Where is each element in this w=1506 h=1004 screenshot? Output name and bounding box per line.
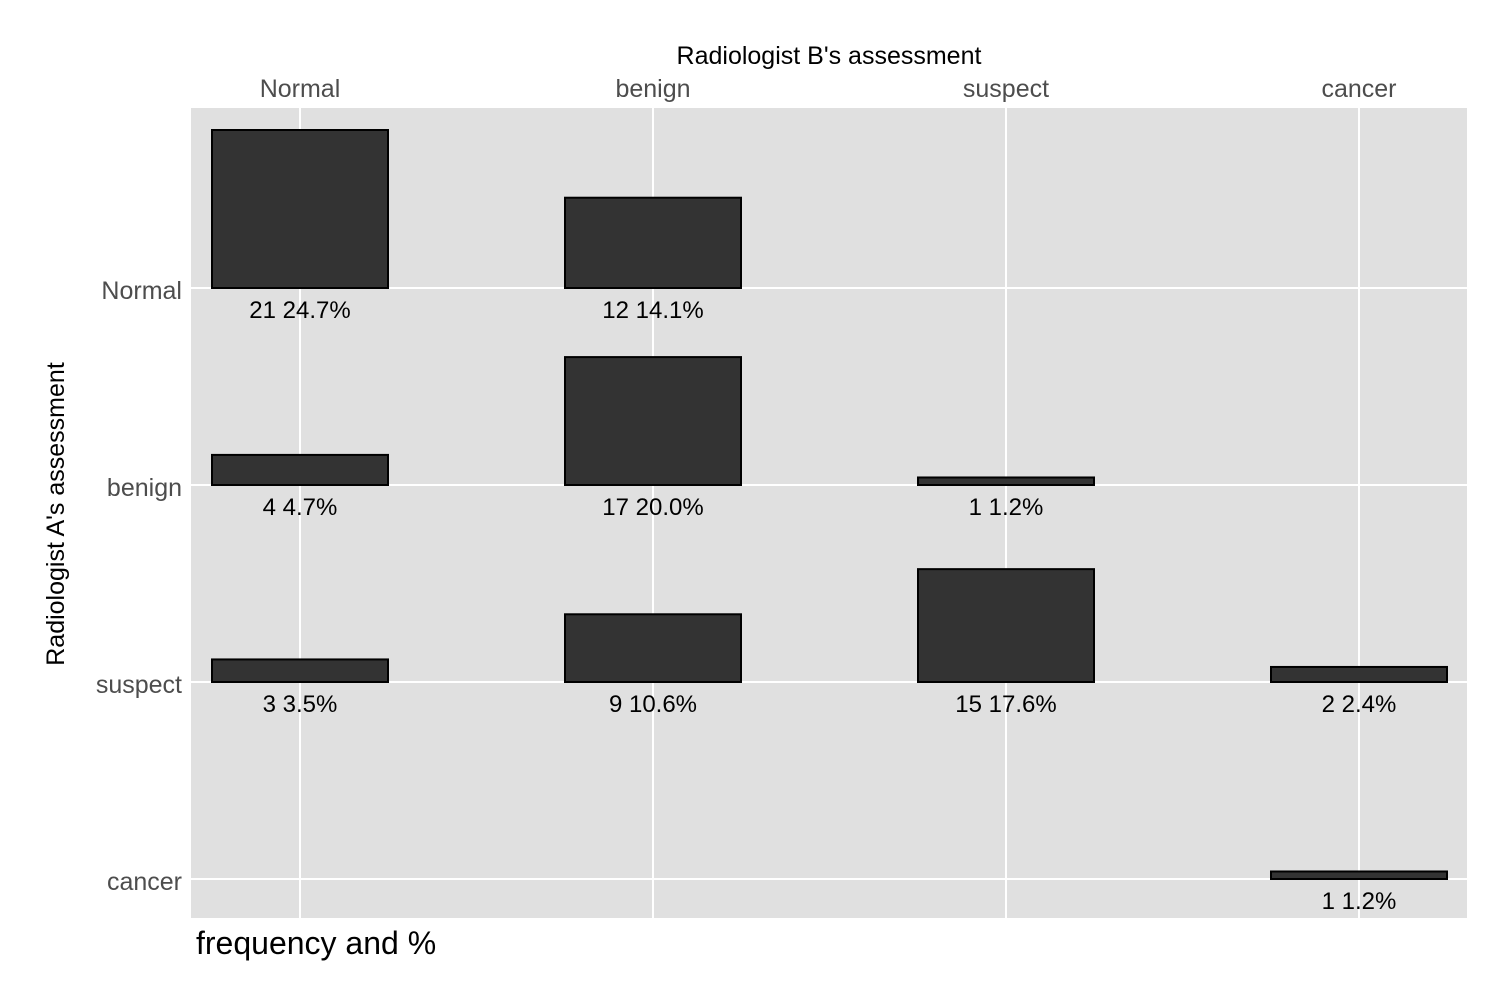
panel-background [191,108,1467,918]
y-tick-label-benign: benign [107,474,182,502]
bar-suspect-benign [564,613,742,683]
bar-benign-benign [564,356,742,487]
data-label-cancer-cancer: 1 1.2% [1322,888,1397,915]
x-tick-label-normal: Normal [260,75,341,103]
data-label-suspect-suspect: 15 17.6% [955,691,1056,718]
x-axis-title: Radiologist B's assessment [677,42,982,70]
y-tick-labels: Normal benign suspect cancer [96,277,182,896]
data-label-normal-normal: 21 24.7% [249,297,350,324]
bar-suspect-suspect [917,568,1095,684]
bar-normal-normal [211,129,389,289]
data-label-benign-benign: 17 20.0% [602,494,703,521]
y-tick-label-suspect: suspect [96,671,182,699]
y-tick-label-cancer: cancer [107,868,182,896]
data-labels: 21 24.7% 12 14.1% 4 4.7% 17 20.0% 1 1.2% 3 3.… [249,297,1396,915]
bar-normal-benign [564,196,742,289]
bars [211,129,1448,881]
x-tick-label-cancer: cancer [1321,75,1396,103]
data-label-benign-normal: 4 4.7% [263,494,338,521]
y-axis-title: Radiologist A's assessment [42,362,70,666]
bar-benign-normal [211,453,389,486]
bar-suspect-cancer [1270,665,1448,684]
y-tick-label-normal: Normal [101,277,182,305]
data-label-suspect-normal: 3 3.5% [263,691,338,718]
data-label-benign-suspect: 1 1.2% [969,494,1044,521]
bar-cancer-cancer [1270,870,1448,881]
data-label-normal-benign: 12 14.1% [602,297,703,324]
chart-caption: frequency and % [196,925,436,961]
bar-suspect-normal [211,658,389,684]
x-tick-label-benign: benign [615,75,690,103]
x-tick-labels: Normal benign suspect cancer [260,75,1397,103]
bar-benign-suspect [917,476,1095,487]
x-tick-label-suspect: suspect [963,75,1049,103]
data-label-suspect-benign: 9 10.6% [609,691,697,718]
data-label-suspect-cancer: 2 2.4% [1322,691,1397,718]
